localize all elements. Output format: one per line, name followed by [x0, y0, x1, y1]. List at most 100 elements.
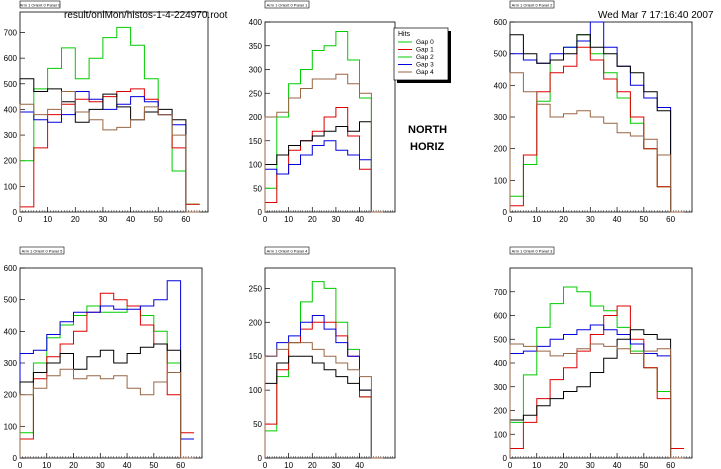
x-tick-label: 30	[586, 461, 595, 469]
panel-title-box	[264, 0, 310, 9]
chart-panel-0: Arm 1 Orient 0 Panel 0010020030040050060…	[4, 0, 209, 224]
x-tick-label: 30	[96, 461, 105, 469]
y-tick-label: 400	[249, 18, 263, 27]
x-tick-label: 30	[98, 215, 107, 224]
legend-entry: Gap 2	[416, 54, 434, 61]
y-tick-label: 300	[4, 359, 18, 368]
y-tick-label: 0	[13, 454, 18, 463]
histogram-series-2	[19, 91, 200, 213]
y-tick-label: 500	[4, 296, 18, 305]
histogram-series-3	[264, 121, 384, 213]
legend-box	[393, 27, 449, 81]
x-tick-label: 40	[613, 461, 622, 469]
histogram-series-4	[509, 72, 684, 213]
x-tick-label: 50	[639, 461, 648, 469]
chart-panel-2: Arm 1 Orient 0 Panel 2010020030040050060…	[494, 0, 693, 224]
y-tick-label: 500	[494, 50, 508, 59]
legend-entry: Gap 1	[416, 47, 434, 54]
x-tick-label: 20	[71, 215, 80, 224]
y-tick-label: 600	[4, 264, 18, 273]
histogram-series-4	[264, 73, 384, 213]
y-tick-label: 700	[494, 288, 508, 297]
y-tick-label: 600	[4, 54, 18, 63]
x-tick-label: 10	[284, 461, 293, 469]
x-tick-label: 10	[284, 215, 293, 224]
x-tick-label: 60	[666, 461, 675, 469]
histogram-series-4	[19, 91, 200, 213]
y-tick-label: 100	[494, 176, 508, 185]
x-tick-label: 40	[355, 461, 364, 469]
y-tick-label: 100	[4, 182, 18, 191]
y-tick-label: 150	[249, 352, 263, 361]
panel-title: Arm 1 Orient 0 Panel 1	[267, 3, 308, 8]
chart-panel-1: Arm 1 Orient 0 Panel 1050100150200250300…	[249, 0, 396, 224]
histogram-series-4	[509, 343, 684, 459]
y-tick-label: 150	[249, 137, 263, 146]
x-tick-label: 0	[508, 215, 513, 224]
y-tick-label: 100	[249, 161, 263, 170]
y-tick-label: 250	[249, 284, 263, 293]
legend-entry: Gap 0	[416, 39, 434, 46]
histogram-series-0	[509, 34, 684, 213]
y-tick-label: 200	[494, 145, 508, 154]
y-tick-label: 200	[494, 407, 508, 416]
panel-title-box	[509, 0, 555, 9]
y-tick-label: 300	[4, 131, 18, 140]
y-tick-label: 0	[258, 208, 263, 217]
panel-title: Arm 1 Orient 0 Panel 3	[512, 249, 553, 254]
x-tick-label: 40	[355, 215, 364, 224]
histogram-series-4	[19, 368, 194, 459]
y-tick-label: 400	[494, 81, 508, 90]
y-tick-label: 0	[258, 454, 263, 463]
histogram-series-2	[264, 140, 384, 213]
histogram-series-3	[264, 355, 384, 459]
x-tick-label: 60	[666, 215, 675, 224]
x-tick-label: 20	[559, 461, 568, 469]
histogram-series-2	[19, 280, 194, 458]
x-tick-label: 50	[149, 461, 158, 469]
histogram-series-0	[19, 305, 194, 458]
y-tick-label: 500	[494, 335, 508, 344]
y-tick-label: 350	[249, 42, 263, 51]
histogram-series-3	[509, 34, 684, 213]
panel-title-box	[264, 246, 310, 255]
x-tick-label: 0	[263, 461, 268, 469]
histogram-series-1	[509, 46, 684, 213]
x-tick-label: 20	[308, 215, 317, 224]
timestamp: Wed Mar 7 17:16:40 2007	[598, 10, 714, 21]
y-tick-label: 100	[494, 430, 508, 439]
y-tick-label: 0	[503, 208, 508, 217]
y-tick-label: 300	[494, 383, 508, 392]
x-tick-label: 20	[308, 461, 317, 469]
x-tick-label: 60	[176, 461, 185, 469]
x-tick-label: 10	[532, 461, 541, 469]
y-tick-label: 100	[4, 422, 18, 431]
panel-title: Arm 1 Orient 0 Panel 2	[512, 3, 553, 8]
legend-entry: Gap 3	[416, 62, 434, 69]
x-tick-label: 30	[331, 461, 340, 469]
x-tick-label: 30	[331, 215, 340, 224]
histogram-series-3	[509, 329, 684, 459]
y-tick-label: 700	[4, 29, 18, 38]
horiz-label: HORIZ	[410, 141, 445, 153]
x-tick-label: 30	[586, 215, 595, 224]
panel-title-box	[19, 246, 65, 255]
panel-title: Arm 1 Orient 0 Panel 4	[267, 249, 308, 254]
histogram-series-4	[264, 342, 384, 459]
legend-title: Hits	[398, 31, 411, 38]
chart-panel-3: Arm 1 Orient 0 Panel 5010020030040050060…	[4, 246, 203, 469]
y-tick-label: 200	[4, 391, 18, 400]
panel-title: Arm 1 Orient 0 Panel 5	[22, 249, 63, 254]
x-tick-label: 50	[639, 215, 648, 224]
y-tick-label: 400	[494, 359, 508, 368]
y-tick-label: 600	[494, 18, 508, 27]
chart-panel-4: Arm 1 Orient 0 Panel 4 0 50 100 150 200 250 0 10…	[249, 246, 396, 469]
y-tick-label: 200	[249, 318, 263, 327]
x-tick-label: 0	[508, 461, 513, 469]
x-tick-label: 60	[181, 215, 190, 224]
legend-entry: Gap 4	[416, 69, 434, 76]
x-tick-label: 10	[42, 461, 51, 469]
x-tick-label: 40	[613, 215, 622, 224]
